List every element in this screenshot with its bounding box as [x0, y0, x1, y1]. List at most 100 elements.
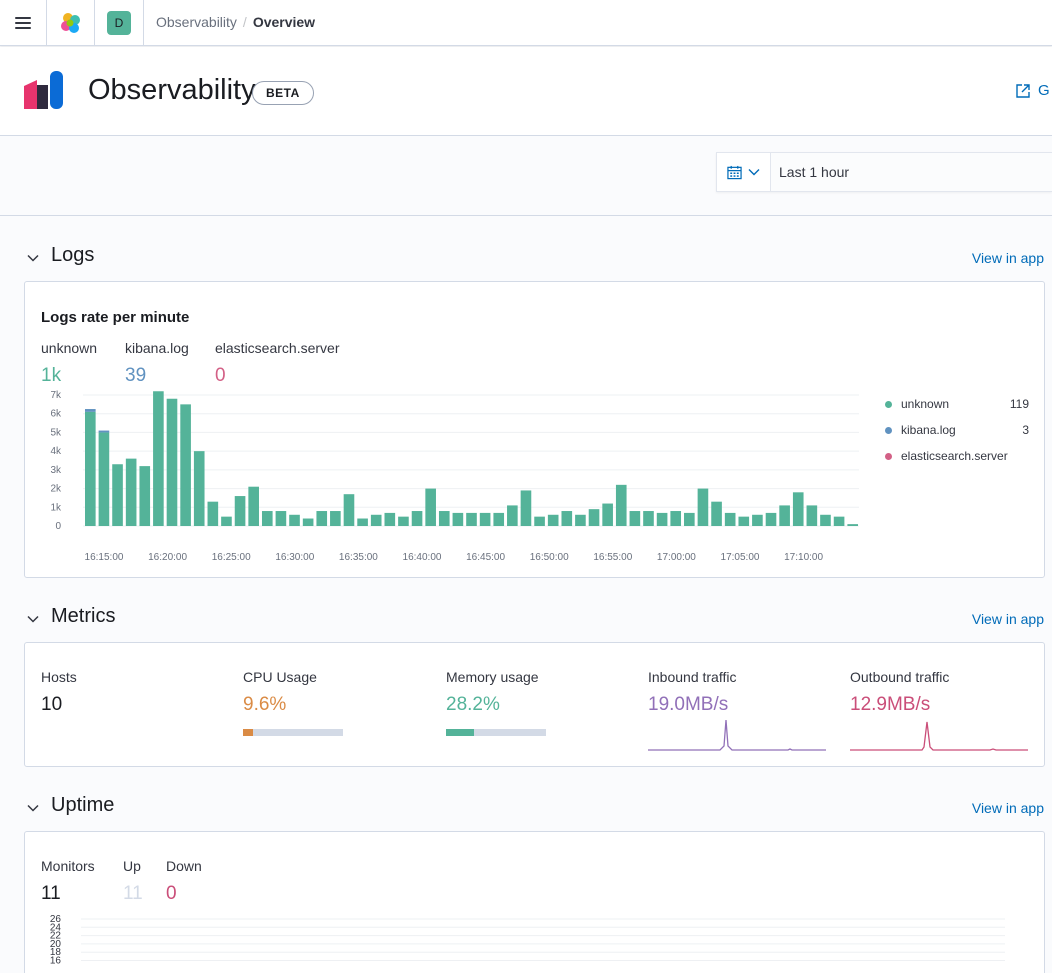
bar-unknown[interactable]: [398, 516, 409, 526]
bar-unknown[interactable]: [779, 505, 790, 526]
bar-unknown[interactable]: [520, 490, 532, 526]
bar-unknown[interactable]: [193, 451, 205, 526]
logs-chart-title: Logs rate per minute: [41, 309, 190, 326]
external-link[interactable]: G: [1016, 82, 1050, 99]
logs-section-title[interactable]: Logs: [51, 244, 95, 266]
elastic-logo-link[interactable]: [47, 0, 95, 46]
memory-usage-bar: [446, 729, 546, 736]
bar-unknown[interactable]: [534, 516, 545, 526]
collapse-uptime-chevron-icon[interactable]: [26, 801, 40, 815]
collapse-logs-chevron-icon[interactable]: [26, 251, 40, 265]
bar-unknown[interactable]: [547, 514, 559, 526]
bar-unknown[interactable]: [289, 514, 300, 526]
uptime-y-tick-label: 24: [50, 922, 62, 933]
bar-unknown[interactable]: [98, 432, 110, 526]
breadcrumb-observability[interactable]: Observability: [156, 14, 237, 30]
legend-dot-elasticsearch-server: [885, 453, 892, 460]
bar-unknown[interactable]: [752, 514, 763, 526]
bar-unknown[interactable]: [180, 404, 191, 526]
bar-unknown[interactable]: [629, 511, 641, 526]
bar-unknown[interactable]: [302, 518, 314, 526]
bar-kibana-log[interactable]: [98, 430, 110, 433]
bar-unknown[interactable]: [125, 458, 137, 526]
external-link-icon: [1016, 83, 1030, 98]
elastic-logo-icon: [60, 13, 80, 33]
bar-unknown[interactable]: [806, 505, 818, 526]
bar-unknown[interactable]: [588, 509, 600, 526]
bar-unknown[interactable]: [792, 492, 804, 526]
uptime-section-header: Uptime View in app: [24, 794, 1052, 824]
space-selector[interactable]: D: [95, 0, 144, 46]
bar-unknown[interactable]: [166, 398, 178, 526]
bar-unknown[interactable]: [602, 503, 613, 526]
legend-dot-unknown: [885, 401, 892, 408]
x-tick-label: 16:40:00: [403, 552, 442, 563]
quick-select-button[interactable]: [717, 153, 771, 191]
bar-unknown[interactable]: [425, 488, 436, 526]
bar-unknown[interactable]: [207, 501, 219, 526]
logs-rate-chart[interactable]: 0 1k 2k 3k 4k 5k 6k 7k 16:15:00 16:20:00 16:25:00 1…: [25, 387, 865, 567]
bar-unknown[interactable]: [221, 516, 232, 526]
bar-unknown[interactable]: [466, 512, 477, 526]
bar-unknown[interactable]: [575, 514, 586, 526]
bar-unknown[interactable]: [411, 511, 423, 526]
bar-unknown[interactable]: [248, 486, 259, 526]
logs-view-in-app-link[interactable]: View in app: [971, 250, 1044, 266]
bar-unknown[interactable]: [112, 464, 123, 526]
x-tick-label: 16:55:00: [593, 552, 632, 563]
bar-unknown[interactable]: [330, 511, 341, 526]
bar-unknown[interactable]: [847, 524, 859, 526]
bar-unknown[interactable]: [561, 511, 573, 526]
down-value: 0: [166, 883, 177, 904]
bar-unknown[interactable]: [820, 514, 831, 526]
bar-unknown[interactable]: [643, 511, 654, 526]
bar-unknown[interactable]: [275, 511, 287, 526]
bar-unknown[interactable]: [670, 511, 682, 526]
uptime-section-title[interactable]: Uptime: [51, 794, 115, 816]
bar-unknown[interactable]: [343, 494, 355, 526]
legend-item-elasticsearch-server[interactable]: elasticsearch.server: [885, 449, 1029, 465]
bar-unknown[interactable]: [697, 488, 709, 526]
collapse-metrics-chevron-icon[interactable]: [26, 612, 40, 626]
legend-item-unknown[interactable]: unknown 119: [885, 397, 1029, 413]
bar-unknown[interactable]: [493, 512, 505, 526]
page-header: Observability BETA G: [0, 47, 1052, 136]
bar-unknown[interactable]: [615, 484, 627, 526]
bar-unknown[interactable]: [738, 516, 750, 526]
metrics-section-title[interactable]: Metrics: [51, 605, 116, 627]
date-picker[interactable]: Last 1 hour: [716, 152, 1052, 192]
bar-unknown[interactable]: [507, 505, 518, 526]
legend-label-elasticsearch-server: elasticsearch.server: [901, 449, 1008, 463]
bar-unknown[interactable]: [724, 512, 736, 526]
bar-unknown[interactable]: [153, 391, 164, 526]
menu-toggle-button[interactable]: [0, 0, 47, 46]
bar-unknown[interactable]: [684, 512, 695, 526]
memory-usage-label: Memory usage: [446, 669, 539, 685]
bar-unknown[interactable]: [139, 466, 151, 526]
bar-unknown[interactable]: [85, 411, 96, 526]
bar-unknown[interactable]: [234, 496, 246, 526]
x-tick-label: 17:05:00: [721, 552, 760, 563]
bar-unknown[interactable]: [479, 512, 491, 526]
metrics-view-in-app-link[interactable]: View in app: [971, 611, 1044, 627]
hamburger-icon: [15, 17, 31, 29]
bar-kibana-log[interactable]: [85, 409, 96, 412]
bar-unknown[interactable]: [357, 518, 368, 526]
legend-item-kibana-log[interactable]: kibana.log 3: [885, 423, 1029, 439]
up-label: Up: [123, 858, 141, 874]
bar-unknown[interactable]: [370, 514, 382, 526]
bar-unknown[interactable]: [711, 501, 722, 526]
uptime-view-in-app-link[interactable]: View in app: [971, 800, 1044, 816]
bar-unknown[interactable]: [656, 512, 668, 526]
bar-unknown[interactable]: [384, 512, 396, 526]
date-range-value[interactable]: Last 1 hour: [779, 164, 850, 180]
stat-value-kibana-log: 39: [125, 365, 147, 386]
bar-unknown[interactable]: [452, 512, 464, 526]
bar-unknown[interactable]: [316, 511, 328, 526]
bar-unknown[interactable]: [261, 511, 273, 526]
inbound-traffic-value: 19.0MB/s: [648, 694, 729, 715]
bar-unknown[interactable]: [438, 511, 450, 526]
bar-unknown[interactable]: [765, 512, 777, 526]
bar-unknown[interactable]: [833, 516, 845, 526]
